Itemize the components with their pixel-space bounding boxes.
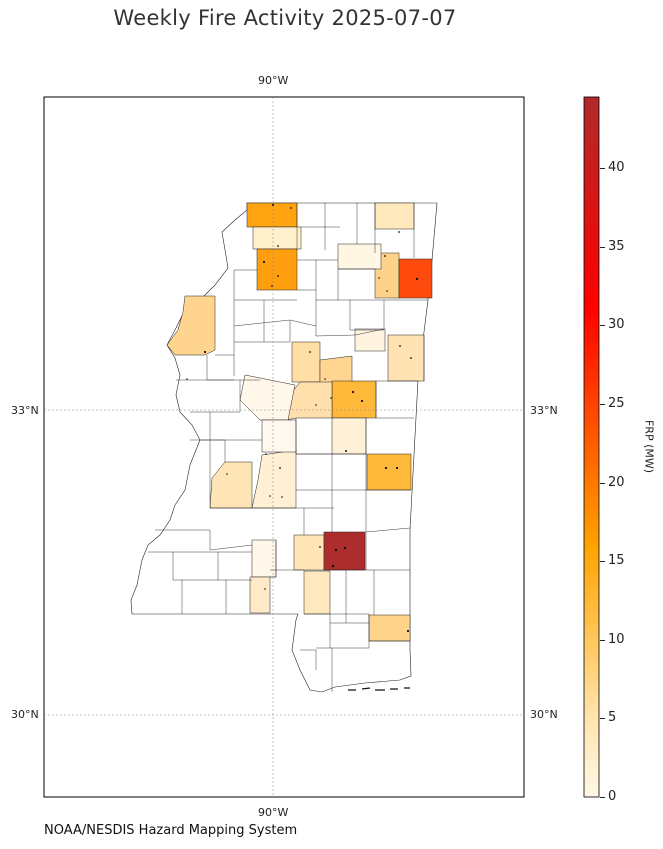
- colorbar-tick-label: 30: [608, 317, 625, 332]
- colorbar-tickmark: [600, 718, 605, 719]
- state-map: [130, 202, 438, 693]
- colorbar-tickmark: [600, 640, 605, 641]
- colorbar-tickmark: [600, 325, 605, 326]
- lat-label-30-right: 30°N: [530, 708, 558, 721]
- map-title: Weekly Fire Activity 2025-07-07: [113, 6, 457, 30]
- source-credit: NOAA/NESDIS Hazard Mapping System: [44, 823, 298, 838]
- county-marion: [249, 576, 271, 614]
- colorbar-tickmark: [600, 247, 605, 248]
- county-tishomingo: [374, 202, 415, 230]
- county-forrest: [303, 570, 331, 615]
- county-copiah: [261, 419, 297, 453]
- colorbar-tick-label: 15: [608, 553, 625, 568]
- colorbar-tickmark: [600, 797, 605, 798]
- lat-label-33-right: 33°N: [530, 404, 558, 417]
- county-lauderdale: [366, 453, 412, 491]
- county-pike: [251, 539, 277, 578]
- county-greene: [368, 614, 411, 642]
- colorbar-tick-label: 10: [608, 632, 625, 647]
- lon-label-top: 90°W: [258, 74, 289, 87]
- county-jones: [293, 534, 325, 571]
- county-washington: [166, 295, 216, 356]
- barrier-islands: [348, 687, 410, 691]
- colorbar-label: FRP (MW): [642, 419, 656, 474]
- county-leake: [331, 417, 367, 455]
- county-wayne: [323, 531, 366, 571]
- lon-label-bottom: 90°W: [258, 806, 289, 819]
- colorbar: [583, 96, 600, 798]
- colorbar-tick-label: 20: [608, 475, 625, 490]
- colorbar-tickmark: [600, 561, 605, 562]
- colorbar-tick-label: 5: [608, 710, 617, 725]
- colorbar-tickmark: [600, 404, 605, 405]
- county-noxubee: [387, 334, 425, 382]
- colorbar-tick-label: 0: [608, 789, 617, 804]
- county-chickasaw: [291, 341, 321, 383]
- lat-label-30-left: 30°N: [11, 708, 39, 721]
- colorbar-tick-label: 25: [608, 396, 625, 411]
- lat-label-33-left: 33°N: [11, 404, 39, 417]
- county-boundaries: [148, 203, 428, 692]
- colorbar-tickmark: [600, 168, 605, 169]
- fire-detections: [186, 203, 419, 633]
- graticule: [44, 97, 524, 797]
- county-tunica: [252, 226, 302, 250]
- colorbar-tickmark: [600, 483, 605, 484]
- county-kemper: [331, 380, 377, 419]
- county-panola: [256, 248, 298, 291]
- colorbar-tick-label: 40: [608, 160, 625, 175]
- colorbar-tick-label: 35: [608, 239, 625, 254]
- county-oktibbeha: [354, 328, 386, 352]
- county-lee: [337, 243, 382, 270]
- county-desoto: [246, 202, 298, 228]
- county-monroe: [398, 258, 433, 299]
